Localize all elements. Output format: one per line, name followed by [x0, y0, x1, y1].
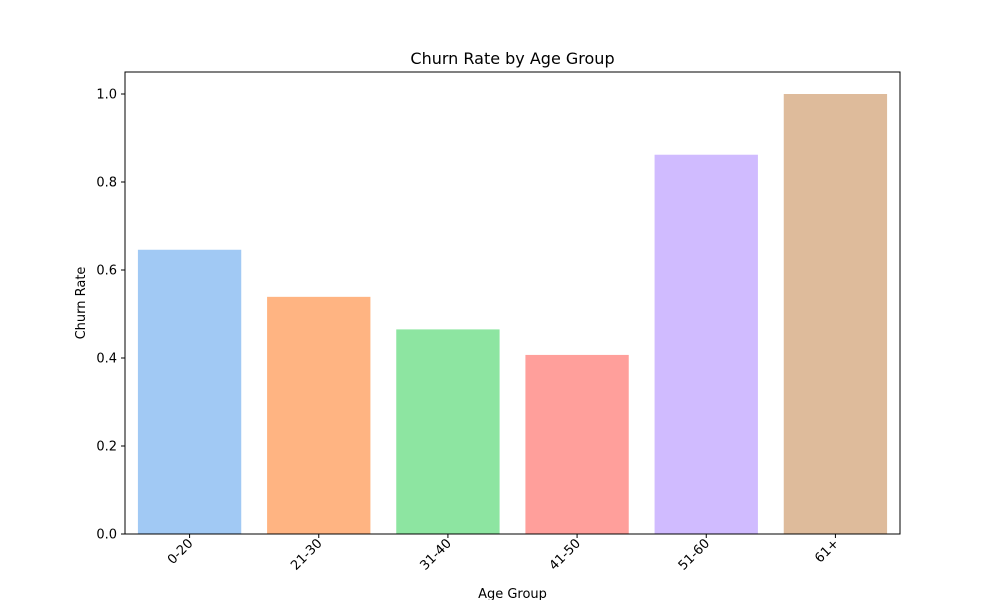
- y-tick-label: 0.8: [96, 176, 117, 191]
- x-axis-label: Age Group: [478, 587, 547, 600]
- bar-51-60: [654, 154, 758, 534]
- y-tick-label: 0.6: [96, 264, 117, 279]
- bar-21-30: [267, 296, 371, 534]
- bar-61+: [783, 94, 888, 534]
- y-axis-label: Churn Rate: [74, 267, 89, 340]
- y-tick-label: 0.2: [96, 440, 117, 455]
- plot-frame: [124, 71, 901, 535]
- y-tick-label: 0.4: [96, 352, 117, 367]
- y-axis-ticks: 0.0 0.2 0.4 0.6 0.8 1.0: [96, 88, 125, 543]
- bar-41-50: [525, 354, 629, 534]
- bar-31-40: [396, 329, 500, 534]
- y-tick-label: 0.0: [96, 528, 117, 543]
- y-tick-label: 1.0: [96, 88, 117, 103]
- bars-group: [137, 94, 888, 534]
- chart-title: Churn Rate by Age Group: [410, 49, 614, 68]
- bar-0-20: [137, 249, 242, 534]
